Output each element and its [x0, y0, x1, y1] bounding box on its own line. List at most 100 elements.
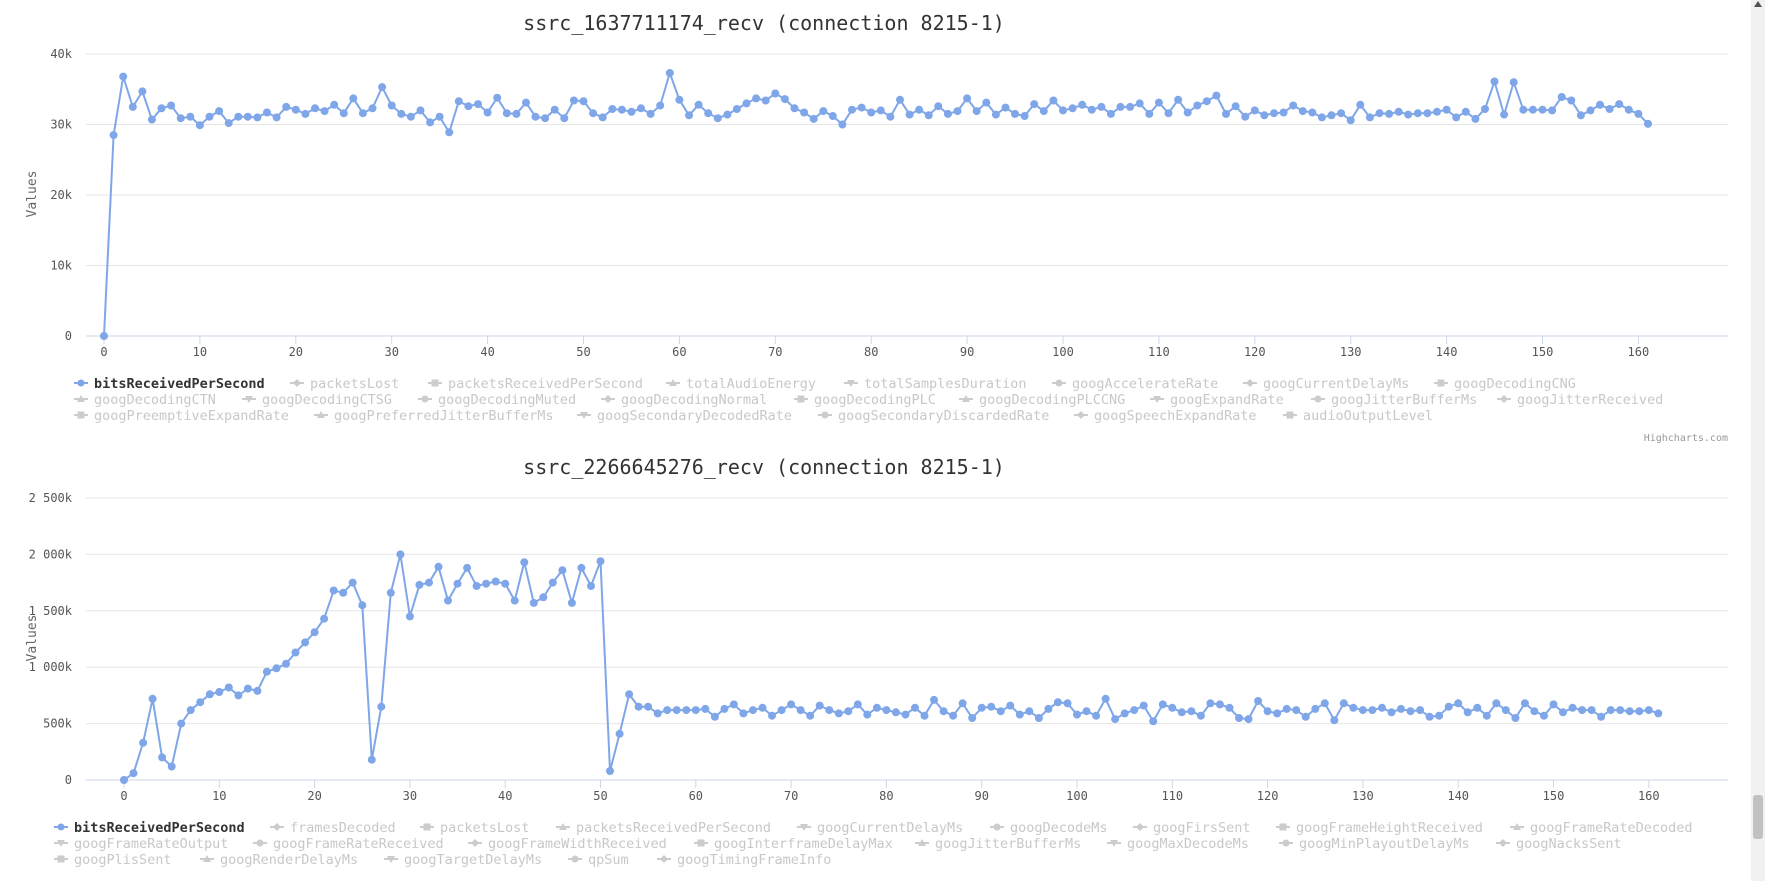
data-point[interactable]	[1202, 97, 1211, 106]
data-point[interactable]	[637, 104, 645, 113]
data-point[interactable]	[1520, 699, 1529, 708]
data-point[interactable]	[901, 710, 910, 719]
legend-label[interactable]: googDecodingPLC	[814, 392, 936, 408]
data-point[interactable]	[1215, 700, 1224, 709]
data-point[interactable]	[482, 579, 491, 588]
scrollbar-thumb[interactable]	[1753, 795, 1763, 839]
data-point[interactable]	[386, 588, 395, 597]
data-point[interactable]	[282, 102, 291, 111]
legend-label[interactable]: totalSamplesDuration	[864, 376, 1027, 392]
data-point[interactable]	[1116, 102, 1125, 111]
data-point[interactable]	[825, 706, 834, 715]
data-point[interactable]	[301, 638, 310, 647]
data-point[interactable]	[996, 707, 1005, 716]
data-point[interactable]	[416, 106, 425, 115]
data-point[interactable]	[577, 563, 586, 572]
data-point[interactable]	[867, 108, 876, 117]
legend-item[interactable]: googSpeechExpandRate	[1074, 408, 1257, 424]
legend-item[interactable]: googMinPlayoutDelayMs	[1279, 836, 1470, 852]
data-point[interactable]	[1327, 111, 1336, 120]
data-point[interactable]	[1368, 706, 1377, 715]
data-point[interactable]	[665, 69, 674, 77]
data-point[interactable]	[100, 332, 108, 340]
data-point[interactable]	[857, 103, 866, 112]
data-point[interactable]	[1433, 107, 1441, 116]
data-point[interactable]	[806, 711, 815, 720]
data-point[interactable]	[1073, 710, 1081, 719]
data-point[interactable]	[215, 688, 224, 696]
data-point[interactable]	[1311, 704, 1320, 713]
data-point[interactable]	[272, 113, 281, 122]
data-point[interactable]	[463, 563, 472, 572]
data-point[interactable]	[1241, 112, 1250, 121]
data-point[interactable]	[1212, 91, 1221, 100]
data-point[interactable]	[291, 648, 300, 657]
legend-item[interactable]: googFrameRateDecoded	[1510, 820, 1693, 836]
data-point[interactable]	[147, 115, 156, 124]
data-point[interactable]	[548, 578, 557, 587]
data-point[interactable]	[109, 131, 118, 140]
legend-item[interactable]: googFrameRateReceived	[253, 836, 444, 852]
data-point[interactable]	[1471, 114, 1480, 123]
data-point[interactable]	[617, 105, 626, 114]
data-point[interactable]	[1145, 109, 1154, 118]
data-point[interactable]	[367, 755, 376, 764]
data-point[interactable]	[863, 710, 872, 719]
data-point[interactable]	[348, 578, 357, 587]
data-point[interactable]	[1270, 109, 1278, 118]
legend-item[interactable]: googSecondaryDiscardedRate	[818, 408, 1049, 424]
data-point[interactable]	[1461, 107, 1470, 116]
data-point[interactable]	[596, 557, 605, 566]
data-point[interactable]	[1500, 110, 1509, 119]
data-point[interactable]	[1463, 708, 1472, 717]
data-point[interactable]	[1087, 105, 1096, 114]
legend-item[interactable]: googDecodingNormal	[601, 392, 767, 408]
legend-label[interactable]: googPreemptiveExpandRate	[94, 408, 289, 424]
legend-item[interactable]: googExpandRate	[1150, 392, 1284, 408]
data-point[interactable]	[128, 102, 137, 111]
legend-item[interactable]: googPlisSent	[54, 852, 172, 868]
data-point[interactable]	[1126, 102, 1135, 111]
data-point[interactable]	[872, 703, 881, 712]
legend-item[interactable]: totalSamplesDuration	[844, 376, 1027, 392]
data-point[interactable]	[953, 107, 962, 116]
legend-label[interactable]: googFrameHeightReceived	[1296, 820, 1483, 836]
data-point[interactable]	[426, 118, 435, 127]
data-point[interactable]	[1317, 113, 1326, 122]
legend-label[interactable]: bitsReceivedPerSecond	[74, 820, 245, 836]
data-point[interactable]	[1111, 715, 1120, 724]
data-point[interactable]	[915, 105, 924, 114]
data-point[interactable]	[1378, 703, 1386, 712]
data-point[interactable]	[1356, 100, 1365, 109]
data-point[interactable]	[512, 109, 521, 118]
legend-label[interactable]: googSecondaryDiscardedRate	[838, 408, 1049, 424]
data-point[interactable]	[943, 109, 952, 118]
legend-item[interactable]: googTimingFrameInfo	[657, 852, 831, 868]
data-point[interactable]	[1030, 100, 1039, 109]
data-point[interactable]	[1365, 113, 1374, 122]
legend-item[interactable]: googAccelerateRate	[1052, 376, 1218, 392]
data-point[interactable]	[483, 108, 492, 117]
data-point[interactable]	[358, 109, 367, 118]
data-point[interactable]	[963, 94, 972, 103]
data-point[interactable]	[1538, 105, 1547, 114]
data-point[interactable]	[1254, 697, 1263, 705]
data-point[interactable]	[253, 686, 262, 695]
legend-label[interactable]: packetsReceivedPerSecond	[576, 820, 771, 836]
legend-label[interactable]: googFrameRateReceived	[273, 836, 444, 852]
data-point[interactable]	[905, 110, 914, 119]
data-point[interactable]	[1576, 111, 1585, 120]
data-point[interactable]	[800, 108, 809, 117]
data-point[interactable]	[425, 578, 433, 587]
data-point[interactable]	[977, 703, 986, 712]
data-point[interactable]	[234, 112, 243, 121]
data-point[interactable]	[377, 702, 386, 711]
data-point[interactable]	[809, 114, 818, 123]
data-point[interactable]	[282, 659, 290, 668]
data-point[interactable]	[502, 109, 511, 118]
data-point[interactable]	[1606, 706, 1615, 715]
legend-label[interactable]: googPlisSent	[74, 852, 172, 868]
data-point[interactable]	[777, 706, 786, 715]
data-point[interactable]	[1578, 706, 1587, 715]
data-point[interactable]	[987, 702, 996, 711]
